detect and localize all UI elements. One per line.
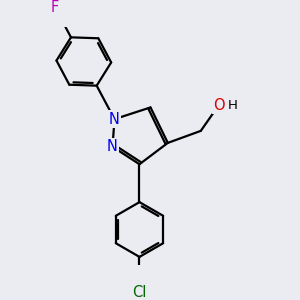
Text: N: N bbox=[107, 139, 118, 154]
Text: F: F bbox=[51, 0, 59, 15]
Text: H: H bbox=[228, 99, 238, 112]
Text: O: O bbox=[213, 98, 224, 113]
Text: N: N bbox=[109, 112, 120, 127]
Text: Cl: Cl bbox=[132, 285, 147, 300]
